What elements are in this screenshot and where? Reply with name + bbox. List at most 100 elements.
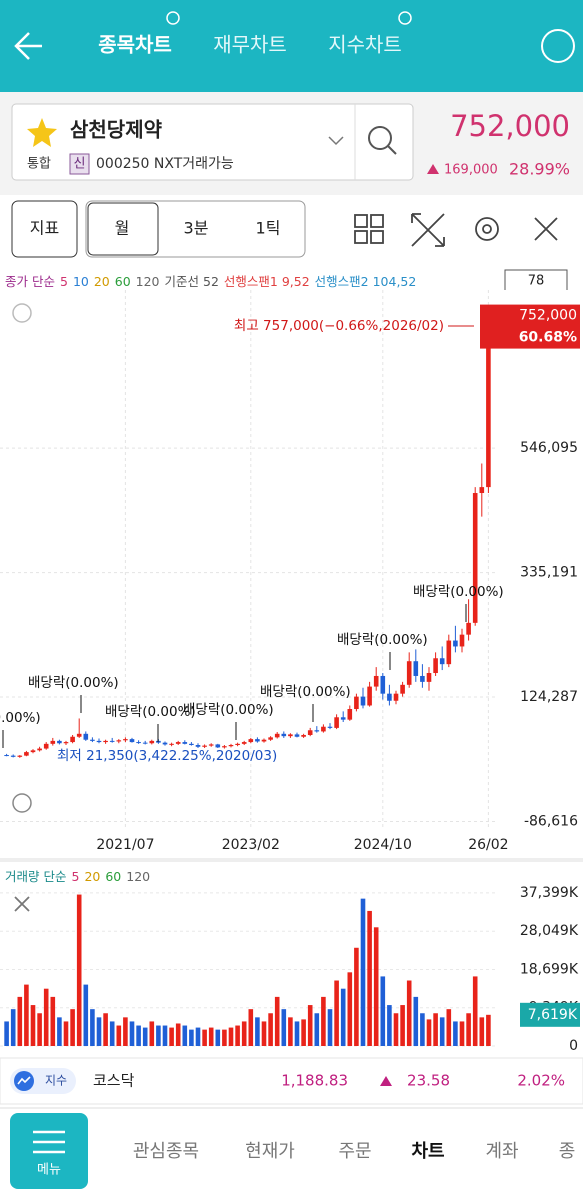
volume-bar [274, 996, 280, 1046]
legend-item: 거래량 단순 [5, 869, 66, 884]
candle-body [307, 730, 313, 735]
volume-bar [479, 1017, 485, 1046]
candle-body [10, 755, 16, 757]
candle-body [109, 740, 115, 742]
volume-bar [175, 1023, 181, 1046]
candle-body [360, 696, 366, 706]
volume-bar [307, 1005, 313, 1046]
event-label: 배당락(0.00%) [337, 632, 428, 648]
volume-bar [123, 1017, 128, 1046]
header-bar [0, 0, 583, 92]
candle-body [354, 696, 359, 710]
volume-bar [228, 1027, 234, 1046]
volume-bar [162, 1025, 168, 1046]
legend-item: 선행스팬1 9,52 [224, 274, 310, 289]
volume-bar [413, 996, 419, 1046]
candle-body [459, 634, 465, 647]
volume-bar [10, 1009, 16, 1046]
legend-item: 120 [126, 869, 150, 884]
candle-body [334, 717, 339, 728]
period-selected[interactable] [87, 202, 159, 256]
up-arrow [380, 1076, 392, 1086]
legend-item: 20 [94, 274, 110, 289]
menu-label: 메뉴 [37, 1163, 61, 1178]
y-tick-label: 18,699K [520, 961, 579, 977]
back-button[interactable] [14, 32, 42, 60]
candle-body [413, 661, 419, 676]
tab[interactable]: 재무차트 [213, 33, 287, 57]
dropdown[interactable] [328, 136, 344, 146]
candle-body [400, 684, 405, 694]
tab-icon [398, 11, 412, 25]
volume-bar [189, 1029, 194, 1046]
volume-bar [255, 1017, 260, 1046]
y-tick-label: -86,616 [524, 814, 578, 830]
rotate-button[interactable] [541, 29, 575, 63]
candle-body [294, 734, 300, 737]
volume-bar [420, 1013, 425, 1046]
candle-body [222, 746, 227, 748]
search-icon[interactable] [368, 126, 392, 150]
nav-item[interactable]: 주문 [338, 1141, 371, 1162]
period[interactable]: 3분 [184, 219, 209, 238]
event-label: 배당락(0.00%) [105, 704, 196, 720]
favorite-star[interactable] [27, 118, 57, 147]
plot-area [0, 290, 583, 858]
volume-bar [327, 1009, 333, 1046]
volume-bar [129, 1021, 135, 1046]
candle-body [268, 737, 273, 740]
candle-body [70, 736, 75, 743]
price-chart: 546,095 335,191 124,287 -86,616 2021/07 2023/… [0, 290, 583, 858]
candle-body [43, 743, 49, 749]
volume-bar [182, 1025, 188, 1046]
volume-bar [83, 984, 89, 1046]
candle-body [261, 739, 267, 742]
change: 169,000 [444, 163, 498, 178]
candle-body [466, 622, 471, 635]
period[interactable]: 월 [115, 219, 130, 238]
indicator-button[interactable] [11, 200, 78, 258]
close-volume[interactable] [14, 896, 30, 912]
legend-item: 5 [71, 869, 79, 884]
search-icon [387, 145, 397, 155]
index-bar[interactable] [0, 1057, 583, 1105]
candle-body [17, 755, 23, 757]
period[interactable]: 1틱 [256, 219, 281, 238]
nav-item[interactable]: 계좌 [485, 1141, 518, 1162]
candle-body [248, 739, 254, 743]
nav-item[interactable]: 관심종목 [133, 1141, 199, 1162]
volume-bar [109, 1021, 115, 1046]
badge [69, 153, 90, 175]
tab[interactable]: 지수차트 [328, 33, 402, 57]
legend-item: 10 [73, 274, 89, 289]
event-label: 배당락(0.00%) [260, 684, 351, 700]
candle-body [393, 693, 399, 701]
candle-body [123, 739, 128, 741]
toolbar-icons[interactable] [354, 213, 558, 247]
zoom-out[interactable] [12, 793, 32, 813]
zoom-in[interactable] [12, 303, 32, 323]
nav-item[interactable]: 현재가 [245, 1141, 295, 1162]
candle-body [439, 658, 445, 665]
candle-body [472, 493, 478, 623]
candle-body [255, 739, 260, 742]
nav-item[interactable]: 종 [559, 1141, 576, 1162]
y-tick-label: 0 [569, 1038, 578, 1054]
high-label: 최고 757,000(−0.66%,2026/02) [234, 318, 444, 334]
candle-body [76, 733, 82, 737]
market: 통합 [27, 157, 51, 172]
candle-body [301, 734, 306, 737]
x-tick-label: 2024/10 [354, 837, 412, 853]
search-box[interactable] [11, 103, 414, 181]
candle-body [195, 745, 201, 747]
nav-item[interactable]: 차트 [411, 1141, 444, 1162]
volume-bar [268, 1013, 273, 1046]
candle-body [169, 743, 174, 745]
volume-bar [453, 1021, 458, 1046]
tab[interactable]: 종목차트 [98, 33, 172, 57]
index-rate: 2.02% [517, 1072, 565, 1090]
up-arrow [427, 164, 439, 174]
candle-body [446, 640, 452, 665]
volume-bar [354, 947, 359, 1046]
candle-body [116, 740, 122, 742]
